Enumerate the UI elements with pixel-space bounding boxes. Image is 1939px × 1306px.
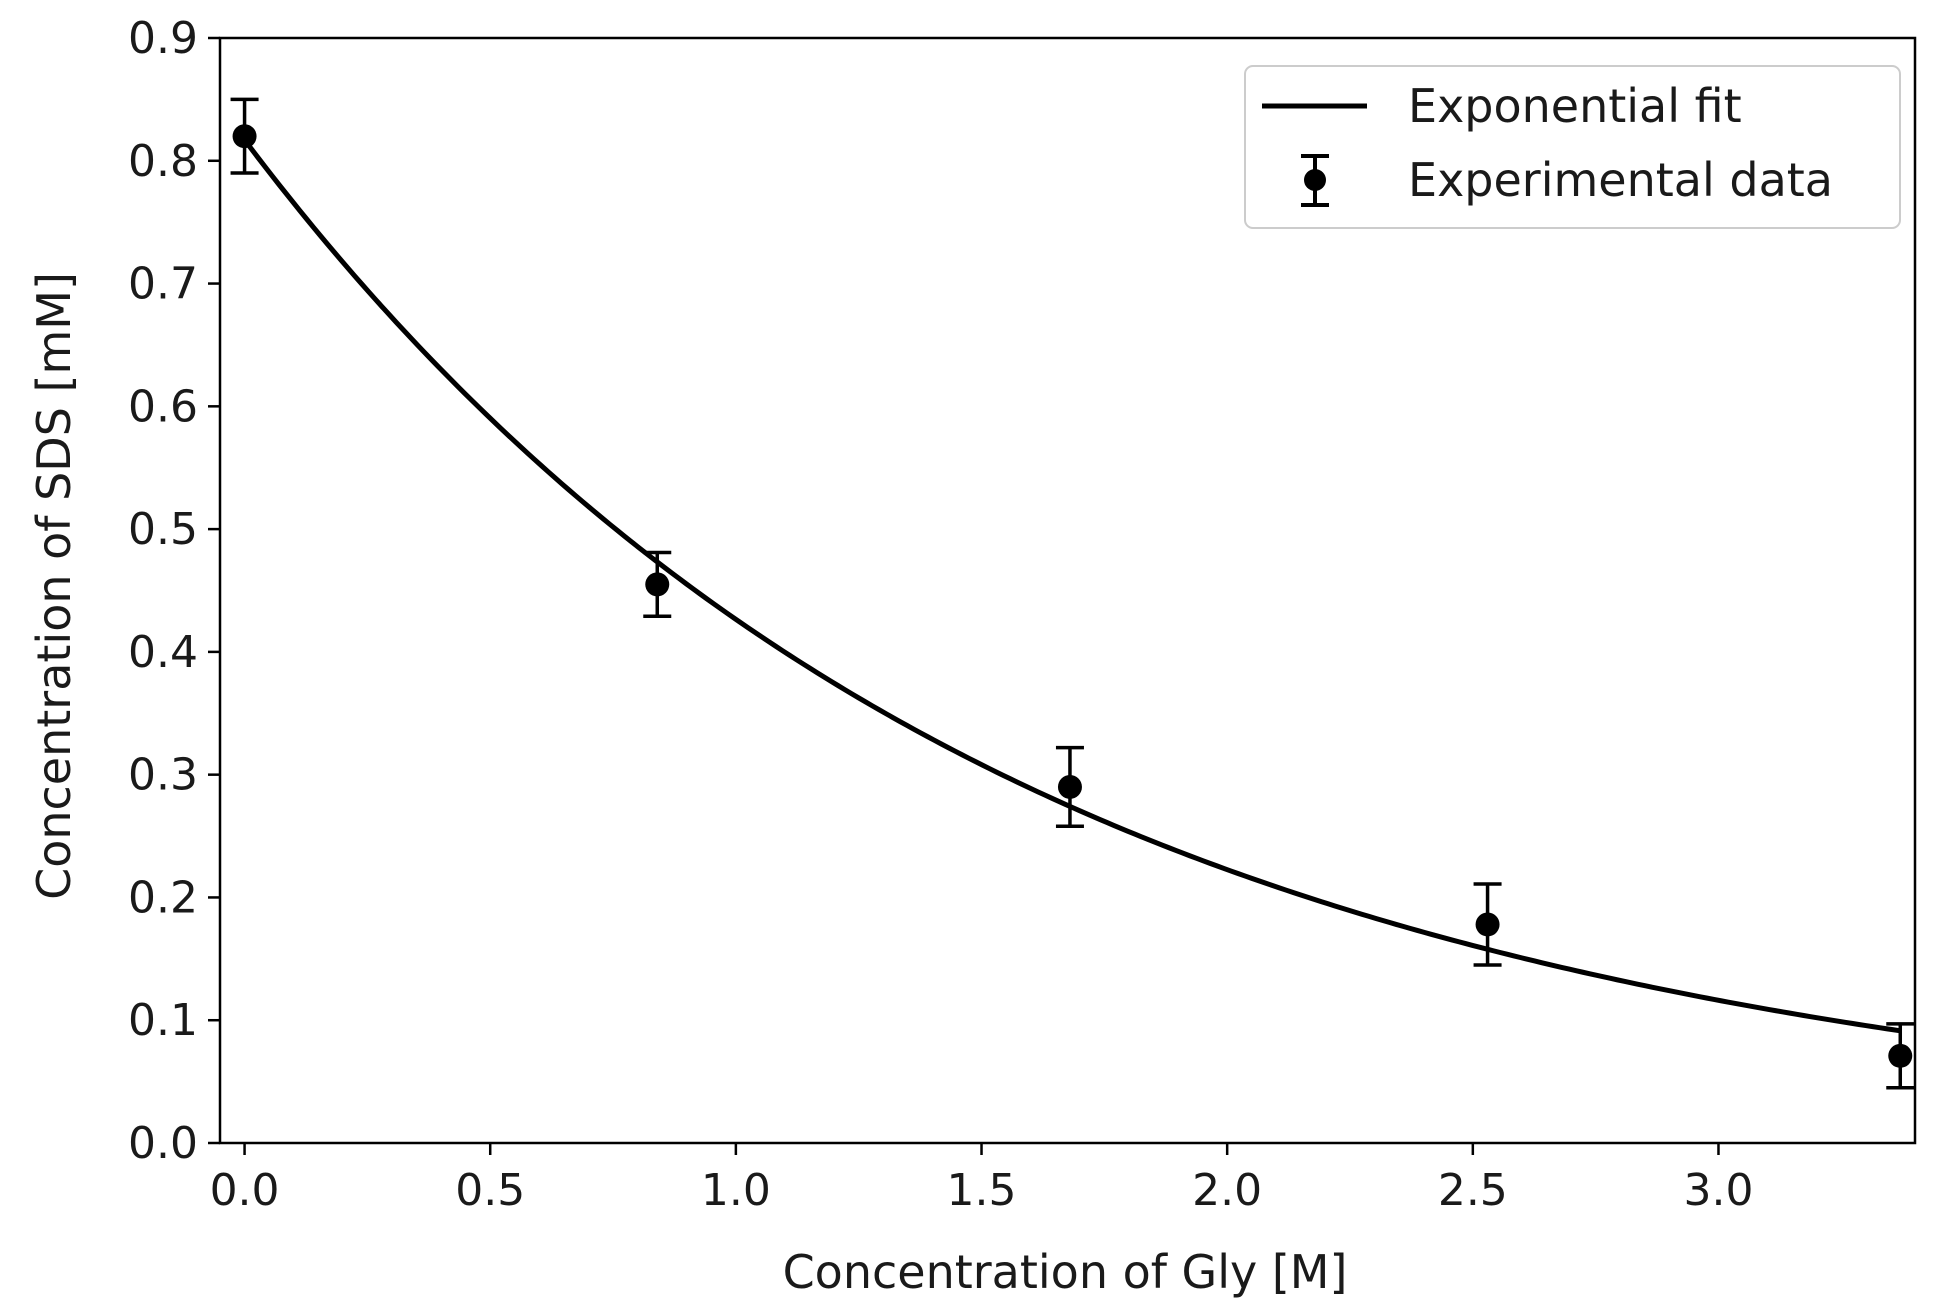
legend: Exponential fit Experimental data bbox=[1244, 65, 1901, 229]
y-tick-label: 0.5 bbox=[128, 504, 198, 555]
data-point bbox=[1473, 882, 1502, 967]
data-marker bbox=[232, 124, 257, 149]
points-layer bbox=[230, 97, 1915, 1090]
y-tick-label: 0.2 bbox=[128, 872, 198, 923]
data-point bbox=[230, 97, 259, 175]
y-tick-label: 0.7 bbox=[128, 259, 198, 310]
data-marker bbox=[645, 572, 670, 597]
legend-label-fit: Exponential fit bbox=[1408, 79, 1742, 133]
y-axis-title: Concentration of SDS [mM] bbox=[27, 272, 81, 900]
data-point bbox=[643, 550, 672, 619]
data-marker bbox=[1475, 912, 1500, 937]
y-tick-label: 0.1 bbox=[128, 995, 198, 1046]
legend-box bbox=[1244, 65, 1901, 229]
data-marker bbox=[1888, 1043, 1913, 1068]
plot-frame bbox=[218, 36, 1917, 1145]
y-tick-label: 0.3 bbox=[128, 750, 198, 801]
y-tick-label: 0.4 bbox=[128, 627, 198, 678]
data-point bbox=[1886, 1022, 1915, 1090]
fit-layer bbox=[242, 138, 1901, 1034]
y-tick-label: 0.6 bbox=[128, 381, 198, 432]
y-tick-label: 0.9 bbox=[128, 13, 198, 64]
legend-label-data: Experimental data bbox=[1408, 153, 1833, 207]
y-tick-label: 0.0 bbox=[128, 1118, 198, 1169]
y-axis-ticks: 0.0 0.1 0.2 0.3 0.4 0.5 0.6 0.7 0.8 0.9 bbox=[128, 13, 220, 1169]
data-marker bbox=[1057, 774, 1082, 799]
x-axis-ticks: 0.0 0.5 1.0 1.5 2.0 2.5 3.0 bbox=[210, 1143, 1753, 1216]
plot-area bbox=[218, 36, 1917, 1145]
legend-errorbar-swatch bbox=[1301, 154, 1329, 207]
x-tick-label: 0.5 bbox=[455, 1165, 525, 1216]
fit-line bbox=[242, 138, 1901, 1034]
x-tick-label: 3.0 bbox=[1683, 1165, 1753, 1216]
x-tick-label: 2.0 bbox=[1192, 1165, 1262, 1216]
data-point bbox=[1055, 745, 1084, 828]
x-axis-title: Concentration of Gly [M] bbox=[783, 1245, 1348, 1299]
x-tick-label: 2.5 bbox=[1438, 1165, 1508, 1216]
x-tick-label: 1.0 bbox=[701, 1165, 771, 1216]
y-tick-label: 0.8 bbox=[128, 136, 198, 187]
x-tick-label: 0.0 bbox=[210, 1165, 280, 1216]
x-tick-label: 1.5 bbox=[947, 1165, 1017, 1216]
